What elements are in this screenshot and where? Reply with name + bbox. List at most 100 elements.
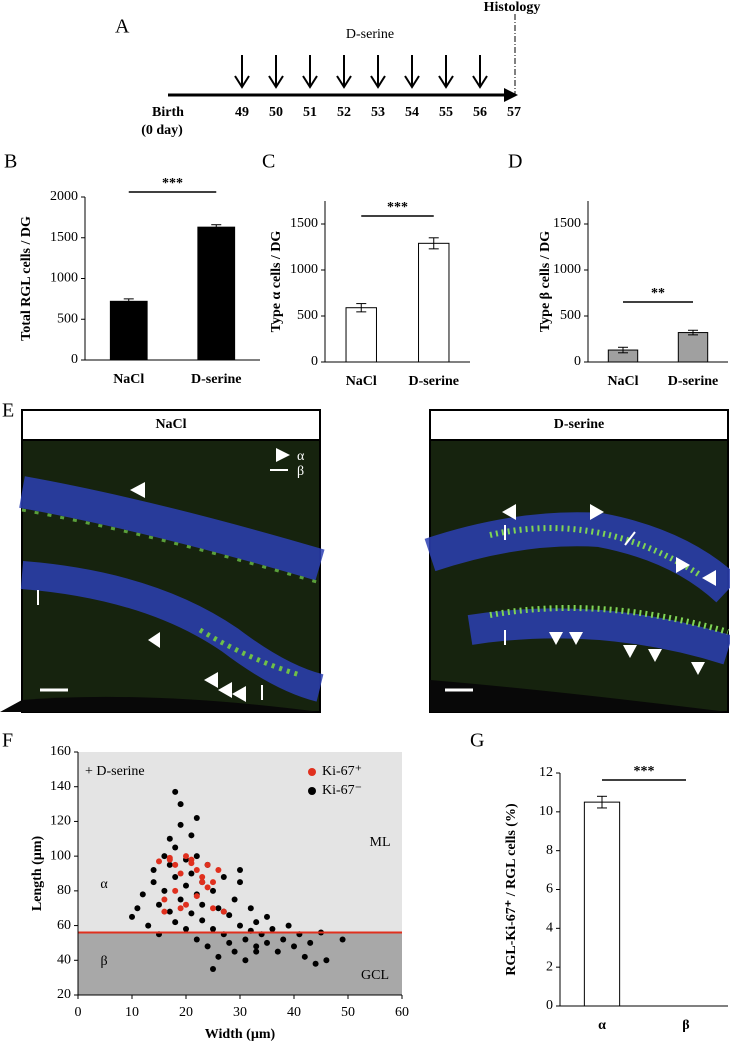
point bbox=[188, 910, 195, 917]
x-tick-label: 10 bbox=[125, 1005, 139, 1020]
point bbox=[199, 879, 206, 886]
annotation: ML bbox=[370, 835, 391, 850]
point bbox=[166, 856, 173, 863]
point bbox=[269, 926, 276, 933]
point bbox=[193, 853, 200, 860]
micrograph-title: NaCl bbox=[155, 417, 186, 432]
bar bbox=[583, 801, 621, 1007]
region-upper bbox=[78, 752, 402, 933]
y-tick-label: 1500 bbox=[50, 230, 78, 245]
point bbox=[193, 893, 200, 900]
point bbox=[237, 879, 243, 886]
point bbox=[231, 896, 238, 903]
bar bbox=[677, 332, 709, 363]
point bbox=[280, 936, 287, 943]
panel-label: D bbox=[508, 151, 522, 173]
point bbox=[210, 879, 216, 886]
x-axis-label: Width (µm) bbox=[205, 1027, 276, 1042]
micrograph-title: D-serine bbox=[554, 417, 605, 432]
point bbox=[188, 870, 195, 877]
point bbox=[150, 879, 157, 886]
x-tick-label: 20 bbox=[179, 1005, 193, 1020]
legend-marker bbox=[308, 787, 316, 795]
bar bbox=[109, 300, 148, 361]
point bbox=[183, 882, 189, 889]
y-axis-label: Length (µm) bbox=[30, 835, 45, 911]
point bbox=[145, 922, 152, 929]
y-tick-label: 1000 bbox=[50, 271, 78, 286]
y-tick-label: 140 bbox=[50, 779, 71, 794]
bar bbox=[197, 226, 236, 361]
point bbox=[193, 867, 200, 874]
y-tick-label: 10 bbox=[539, 804, 553, 819]
y-tick-label: 0 bbox=[546, 998, 553, 1013]
point bbox=[204, 884, 211, 891]
point bbox=[323, 957, 330, 964]
y-tick-label: 120 bbox=[50, 814, 71, 829]
y-tick-label: 160 bbox=[50, 744, 71, 759]
annotation: + D-serine bbox=[85, 764, 145, 779]
legend-beta: β bbox=[297, 464, 304, 479]
point bbox=[291, 943, 297, 950]
point bbox=[312, 960, 319, 967]
point bbox=[188, 860, 195, 867]
treatment-label: D-serine bbox=[346, 27, 394, 42]
y-tick-label: 40 bbox=[57, 953, 71, 968]
point bbox=[210, 887, 216, 894]
micrograph-dserine: D-serine bbox=[424, 409, 730, 713]
point bbox=[253, 943, 260, 950]
point bbox=[204, 943, 211, 950]
point bbox=[237, 867, 243, 874]
point bbox=[161, 853, 168, 860]
bar bbox=[418, 242, 450, 363]
y-tick-label: 20 bbox=[57, 987, 71, 1002]
point bbox=[199, 901, 206, 908]
point bbox=[339, 936, 346, 943]
day-label: 51 bbox=[303, 105, 317, 120]
point bbox=[220, 873, 227, 880]
point bbox=[166, 908, 173, 915]
point bbox=[226, 939, 233, 946]
x-tick-label: D-serine bbox=[191, 372, 242, 387]
y-tick-label: 1000 bbox=[553, 262, 581, 277]
point bbox=[177, 905, 184, 912]
point bbox=[301, 953, 308, 960]
point bbox=[231, 948, 238, 955]
point bbox=[285, 922, 292, 929]
point bbox=[134, 905, 141, 912]
point bbox=[264, 913, 270, 920]
day-label: 52 bbox=[337, 105, 351, 120]
y-axis-label: Type β cells / DG bbox=[538, 231, 553, 332]
point bbox=[274, 948, 281, 955]
panel-label: F bbox=[2, 730, 13, 752]
x-tick-label: NaCl bbox=[346, 374, 377, 389]
injection-arrowhead bbox=[404, 75, 420, 89]
legend-marker bbox=[308, 768, 316, 776]
annotation: β bbox=[100, 954, 107, 969]
injection-arrowhead bbox=[302, 75, 318, 89]
point bbox=[247, 905, 254, 912]
x-tick-label: 50 bbox=[341, 1005, 355, 1020]
annotation: α bbox=[100, 877, 108, 892]
y-tick-label: 500 bbox=[57, 311, 78, 326]
x-tick-label: 0 bbox=[75, 1005, 82, 1020]
point bbox=[177, 821, 184, 828]
annotation: GCL bbox=[361, 968, 389, 983]
significance: *** bbox=[162, 176, 183, 191]
point bbox=[177, 870, 184, 877]
injection-arrowhead bbox=[336, 75, 352, 89]
injection-arrowhead bbox=[438, 75, 454, 89]
point bbox=[172, 887, 179, 894]
point bbox=[253, 948, 260, 955]
y-tick-label: 0 bbox=[574, 354, 581, 369]
y-tick-label: 1000 bbox=[290, 262, 318, 277]
day-label: 57 bbox=[507, 105, 521, 120]
x-tick-label: D-serine bbox=[668, 374, 719, 389]
point bbox=[188, 832, 195, 839]
panel-label: A bbox=[115, 16, 130, 38]
point bbox=[210, 905, 216, 912]
x-tick-label: 30 bbox=[233, 1005, 247, 1020]
y-tick-label: 2 bbox=[546, 959, 553, 974]
y-tick-label: 4 bbox=[546, 921, 553, 936]
y-axis-label: RGL-Ki-67⁺ / RGL cells (%) bbox=[504, 803, 519, 976]
